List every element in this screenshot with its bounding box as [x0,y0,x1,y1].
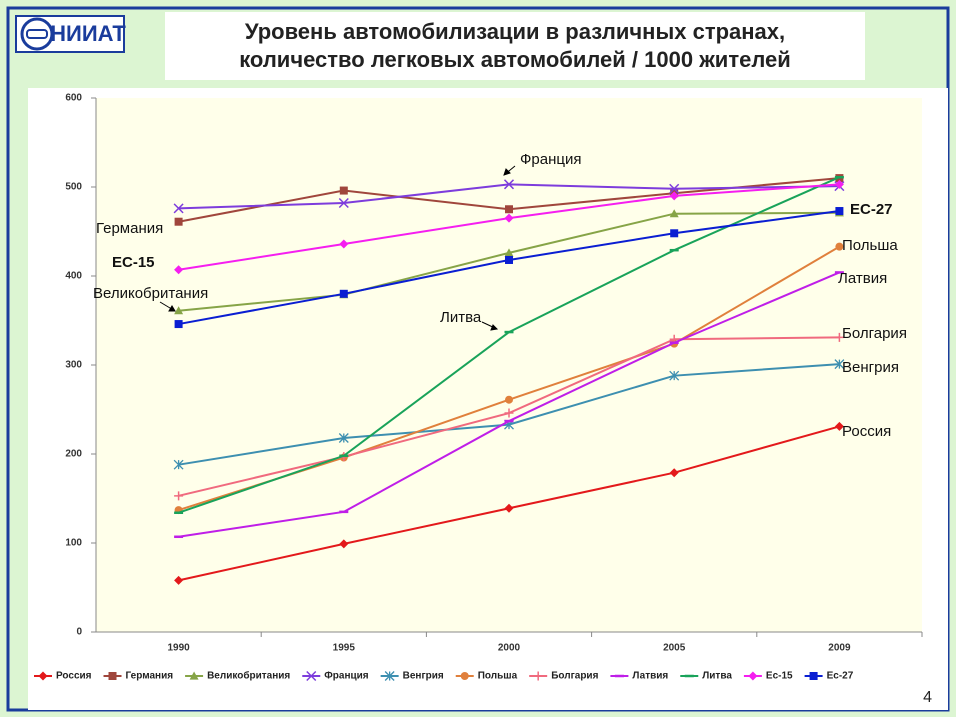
legend-label: Франция [324,671,369,682]
marker [173,203,184,214]
marker [174,306,184,315]
title: Уровень автомобилизации в различных стра… [245,19,785,44]
y-tick-label: 0 [76,627,82,638]
marker [174,575,184,585]
marker [835,207,844,216]
y-tick-label: 500 [65,182,82,193]
marker [174,217,183,226]
marker [835,242,844,251]
marker [504,248,514,257]
marker [669,209,679,218]
annotation: ЕС-27 [850,201,893,218]
x-tick-label: 1995 [333,643,356,654]
y-tick-label: 600 [65,93,82,104]
annotation: Германия [96,220,163,237]
legend-label: Великобритания [207,670,290,682]
marker [504,213,514,223]
marker [174,320,183,329]
arrow-head [503,168,511,176]
legend-label: Венгрия [403,671,444,682]
marker [338,197,349,209]
x-tick-label: 2000 [498,643,521,654]
arrow-head [168,305,176,312]
legend-label: Ес-15 [766,671,793,682]
marker [339,239,349,249]
arrow-head [490,324,499,331]
legend-label: Германия [126,671,174,682]
annotation: Франция [520,151,581,168]
legend-label: Литва [702,671,732,682]
legend-label: Болгария [551,671,598,682]
marker [834,359,845,370]
marker [505,205,513,214]
marker [339,186,348,195]
annotation: Венгрия [842,359,899,376]
marker [669,468,679,478]
marker [669,183,680,194]
marker [38,671,48,681]
y-tick-label: 400 [65,271,82,282]
x-tick-label: 1990 [167,643,190,654]
marker [669,370,680,381]
marker [748,671,758,681]
annotation: Болгария [842,325,907,342]
marker [504,503,514,513]
marker [670,229,679,238]
marker [505,255,513,264]
logo: НИИАТ [15,15,126,53]
x-tick-label: 2005 [663,643,686,654]
annotation: ЕС-15 [112,254,155,271]
marker [306,670,317,682]
logo-car [26,29,48,39]
marker [339,539,349,549]
marker [503,179,515,190]
annotation: Польша [842,237,898,254]
logo-icon [20,17,54,51]
series [173,359,845,470]
annotation: Великобритания [93,285,208,302]
marker [338,433,349,443]
subtitle: количество легковых автомобилей / 1000 ж… [239,47,791,72]
marker [174,491,184,501]
title-box [165,12,865,80]
marker [460,672,469,680]
marker [834,332,844,342]
series [174,179,844,275]
annotation: Литва [440,309,482,326]
marker [669,191,679,201]
plot-area [96,98,922,632]
series [174,271,844,539]
marker [339,289,348,298]
series [174,207,844,329]
marker [384,671,395,681]
logo-text: НИИАТ [50,21,126,46]
marker [173,459,184,470]
legend-label: Польша [478,671,518,682]
marker [504,408,514,418]
legend-label: Россия [56,671,92,682]
page-number: 4 [923,689,932,706]
marker [533,671,543,681]
y-tick-label: 300 [65,360,82,371]
annotation: Латвия [838,270,887,287]
y-tick-label: 200 [65,449,82,460]
legend-label: Латвия [632,671,668,682]
marker [834,179,844,189]
marker [189,671,199,680]
x-tick-label: 2009 [828,643,851,654]
marker [108,672,117,680]
annotation: Россия [842,423,891,440]
legend-label: Ес-27 [827,671,854,682]
y-tick-label: 100 [65,538,82,549]
legend: Россия Германия Великобритания Франция Венгр… [34,670,854,682]
marker [505,395,513,404]
annotation-arrows [159,165,516,331]
marker [834,421,844,431]
marker [174,265,184,275]
series [174,421,844,585]
marker [809,672,818,680]
